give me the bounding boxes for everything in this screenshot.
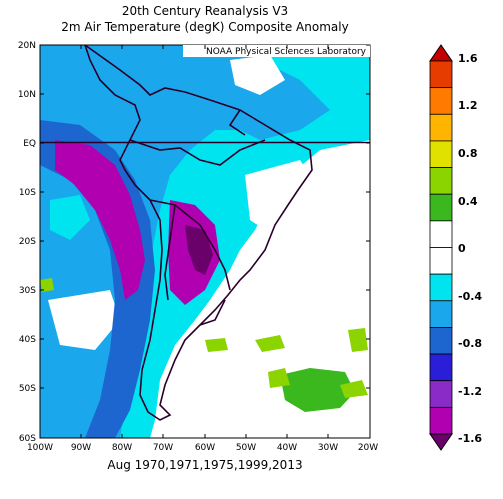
colorbar-segment — [429, 353, 453, 382]
lon-label: 80W — [112, 443, 132, 453]
lat-ticks — [40, 44, 370, 389]
lat-label: 50S — [19, 384, 36, 394]
colorbar-segment — [429, 247, 453, 275]
colorbar-top-arrow — [429, 44, 453, 62]
title-line-1: 20th Century Reanalysis V3 — [121, 4, 289, 18]
colorbar-bottom-arrow — [429, 433, 453, 451]
colorbar-label: -0.4 — [458, 290, 482, 303]
credit-text: NOAA Physical Sciences Laboratory — [206, 47, 367, 57]
colorbar-label: -1.6 — [458, 432, 482, 445]
colorbar-labels: 1.6 1.2 0.8 0.4 0 -0.4 -0.8 -1.2 -1.6 — [458, 52, 482, 445]
lon-label: 100W — [27, 443, 53, 453]
lon-label: 90W — [71, 443, 91, 453]
lon-axis: 100W 90W 80W 70W 60W 50W 40W 30W 20W — [27, 443, 378, 453]
lon-label: 30W — [318, 443, 338, 453]
lon-label: 50W — [236, 443, 256, 453]
colorbar-segment — [429, 327, 453, 355]
credit-box — [183, 45, 370, 57]
colorbar-label: 0.8 — [458, 147, 478, 160]
lat-label: EQ — [23, 139, 36, 149]
colorbar-segment — [429, 220, 453, 248]
lat-label: 40S — [19, 335, 36, 345]
lat-label: 20S — [19, 237, 36, 247]
colorbar-label: 0.4 — [458, 195, 478, 208]
lon-label: 60W — [195, 443, 215, 453]
colorbar-segment — [429, 193, 453, 222]
lon-label: 20W — [358, 443, 378, 453]
colorbar-segment — [429, 273, 453, 302]
date-footer: Aug 1970,1971,1975,1999,2013 — [107, 458, 303, 472]
colorbar-segment — [429, 300, 453, 328]
lat-label: 10S — [19, 188, 36, 198]
colorbar-segment — [429, 140, 453, 168]
colorbar-label: 1.6 — [458, 52, 478, 65]
lat-label: 60S — [19, 434, 36, 444]
colorbar-label: -1.2 — [458, 385, 482, 398]
colorbar — [429, 44, 453, 451]
colorbar-segment — [429, 87, 453, 115]
colorbar-label: 1.2 — [458, 99, 478, 112]
title-line-2: 2m Air Temperature (degK) Composite Anom… — [61, 20, 349, 34]
lon-ticks — [80, 45, 329, 438]
lon-label: 70W — [153, 443, 173, 453]
lat-label: 10N — [18, 90, 36, 100]
lon-label: 40W — [277, 443, 297, 453]
lat-label: 20N — [18, 41, 36, 51]
anomaly-field — [40, 45, 370, 438]
lat-label: 30S — [19, 286, 36, 296]
colorbar-segment — [429, 406, 453, 435]
colorbar-segment — [429, 60, 453, 89]
colorbar-label: 0 — [458, 242, 466, 255]
colorbar-segment — [429, 380, 453, 408]
colorbar-segment — [429, 113, 453, 142]
coastline — [84, 45, 313, 421]
lat-axis: 20N 10N EQ 10S 20S 30S 40S 50S 60S — [18, 41, 36, 444]
colorbar-label: -0.8 — [458, 337, 482, 350]
colorbar-segment — [429, 167, 453, 195]
